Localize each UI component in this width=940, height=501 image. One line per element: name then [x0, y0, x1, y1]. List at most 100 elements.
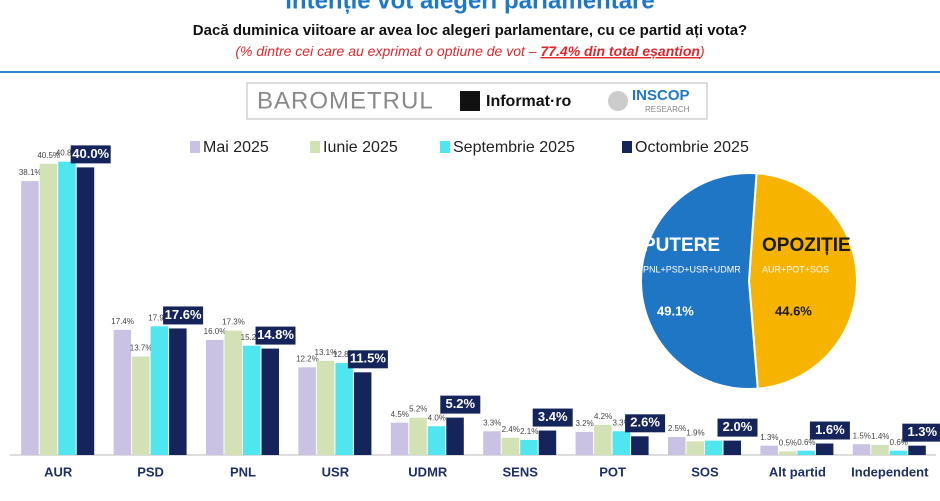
bar — [908, 445, 926, 455]
value-label: 2.5% — [668, 424, 686, 433]
bar — [871, 444, 889, 455]
bar — [113, 329, 132, 455]
bar — [631, 436, 649, 455]
bar — [427, 426, 446, 455]
value-label: 15.2% — [241, 333, 264, 342]
value-label: 2.6% — [630, 415, 660, 430]
pie-value-label: 49.1% — [657, 303, 694, 318]
bar — [686, 441, 704, 455]
value-label: 16.0% — [204, 327, 227, 336]
bar — [520, 439, 538, 455]
value-label: 3.3% — [612, 418, 630, 427]
pie-slice — [747, 172, 858, 390]
bar — [169, 328, 187, 455]
value-label: 1.3% — [760, 433, 778, 442]
bar — [852, 444, 871, 455]
bar — [206, 339, 224, 455]
logo-research: RESEARCH — [645, 105, 690, 114]
value-label: 40.8% — [56, 149, 79, 158]
bar — [446, 417, 464, 455]
legend-label: Octombrie 2025 — [635, 139, 749, 156]
chart-note: (% dintre cei care au exprimat o optiune… — [235, 43, 704, 59]
bar — [409, 417, 427, 455]
bar — [889, 450, 908, 455]
value-label: 5.2% — [445, 396, 475, 411]
x-tick-label: PSD — [137, 464, 164, 479]
bar — [243, 345, 261, 455]
bar — [21, 181, 39, 456]
value-label: 12.8% — [333, 350, 356, 359]
pie-category: OPOZIȚIE — [762, 235, 851, 256]
value-label-box — [532, 408, 573, 427]
bar — [150, 326, 169, 455]
value-label: 0.6% — [797, 438, 815, 447]
bar — [723, 440, 741, 455]
value-label-box — [717, 418, 758, 437]
value-label: 3.4% — [538, 409, 568, 424]
value-label: 4.0% — [428, 413, 446, 422]
value-label: 0.5% — [779, 439, 797, 448]
value-label: 11.5% — [350, 351, 387, 366]
pie-sublabel: AUR+POT+SOS — [762, 264, 829, 274]
value-label: 2.0% — [723, 419, 753, 434]
x-tick-label: Alt partid — [769, 464, 826, 479]
chart-title: Intenție vot alegeri parlamentare — [285, 0, 654, 14]
value-label: 17.9% — [148, 313, 171, 322]
value-label-box — [255, 326, 296, 345]
x-tick-label: UDMR — [408, 464, 448, 479]
bar — [298, 367, 316, 455]
bar — [390, 422, 409, 455]
bar — [224, 330, 242, 455]
value-label: 1.5% — [853, 431, 871, 440]
x-tick-label: USR — [322, 464, 350, 479]
pie-value-label: 44.6% — [775, 303, 812, 318]
value-label-box — [625, 414, 666, 433]
bar — [39, 163, 58, 456]
bar — [76, 167, 95, 455]
value-label: 4.5% — [391, 410, 409, 419]
value-label: 1.9% — [686, 428, 704, 437]
value-label: 13.1% — [315, 348, 338, 357]
x-tick-label: SENS — [502, 464, 538, 479]
bar — [815, 443, 834, 455]
pie-slice — [640, 172, 759, 390]
x-tick-label: PNL — [230, 464, 256, 479]
value-label-box — [163, 306, 204, 325]
x-tick-label: Independent — [851, 464, 929, 479]
note-text: ) — [698, 43, 705, 59]
bar — [612, 431, 631, 455]
value-label-box — [902, 423, 940, 442]
bar — [778, 451, 797, 455]
bar — [668, 437, 686, 455]
legend-label: Septembrie 2025 — [453, 139, 575, 156]
bar — [58, 161, 76, 455]
logo-barometrul: BAROMETRUL — [257, 87, 434, 114]
value-label: 0.6% — [890, 438, 908, 447]
legend-label: Iunie 2025 — [323, 139, 398, 156]
value-label-box — [440, 395, 481, 414]
value-label-box — [347, 350, 388, 369]
value-label: 38.1% — [19, 168, 42, 177]
value-label: 17.6% — [165, 307, 202, 322]
value-label: 1.3% — [907, 424, 937, 439]
value-label: 2.4% — [502, 425, 520, 434]
legend-swatch — [622, 141, 632, 153]
legend-swatch — [310, 141, 320, 153]
value-label: 2.1% — [520, 427, 538, 436]
value-label: 4.2% — [594, 412, 612, 421]
value-label-box — [809, 421, 850, 440]
logo-icon — [608, 91, 628, 111]
bar — [316, 360, 335, 455]
pie-category: PUTERE — [643, 235, 720, 256]
value-label: 17.4% — [111, 317, 134, 326]
bar — [335, 362, 353, 455]
value-label: 40.5% — [37, 151, 60, 160]
pie-sublabel: PNL+PSD+USR+UDMR — [643, 264, 741, 274]
x-tick-label: SOS — [691, 464, 719, 479]
value-label: 12.2% — [296, 354, 319, 363]
bar — [575, 431, 594, 455]
logo-box — [246, 82, 708, 120]
value-label: 13.7% — [130, 344, 153, 353]
value-label-box — [70, 145, 111, 164]
